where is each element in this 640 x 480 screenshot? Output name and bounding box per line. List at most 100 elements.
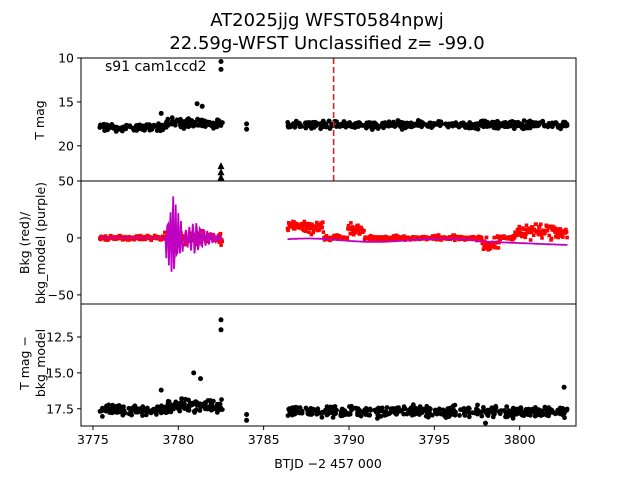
data-point [325,411,331,417]
bkg-point [515,227,520,232]
data-point [444,122,450,128]
data-point [451,122,457,128]
data-point [185,117,190,122]
data-point [498,121,503,126]
data-point [199,103,205,109]
upper-limit-marker [217,173,225,181]
data-point [490,123,496,128]
x-axis-label: BTJD −2 457 000 [274,456,382,471]
data-point [564,406,570,412]
data-point [381,125,386,131]
panel-top: 10 15 20 [58,51,577,182]
data-point [292,405,298,410]
bkg-point [561,235,565,239]
panel-frame [80,303,577,427]
y-tick-label: 10 [58,51,74,66]
data-point [180,122,186,127]
data-point [338,121,344,127]
data-point [165,401,171,407]
data-point [207,119,213,125]
data-point [550,122,556,128]
plot-area [98,196,569,272]
data-point [363,412,368,417]
data-point [527,407,533,413]
sector-annotation: s91 cam1ccd2 [105,59,207,75]
bkg-point [358,232,362,236]
data-point [355,406,361,411]
data-point [132,127,138,132]
data-point [307,120,312,125]
data-point [512,410,517,416]
data-point [489,410,495,415]
bkg-point [292,220,296,224]
bkg-point [539,222,543,227]
data-point [202,404,208,410]
data-point [543,406,549,412]
data-point [398,124,403,129]
bkg-point [161,234,165,239]
data-point [518,406,524,412]
middle-y-axis-label-line1: Bkg (red)/ [17,211,32,274]
bkg-point [163,230,167,235]
bkg-point [304,229,308,233]
data-point [507,121,512,127]
bkg-point [356,228,361,232]
bkg-point [540,236,544,240]
bkg-point [524,223,529,228]
data-point [140,404,146,410]
data-point [462,413,468,418]
bkg-point [538,229,542,233]
bkg-point [436,233,441,237]
data-point [195,116,200,122]
bkg-point [531,233,536,237]
data-point [285,120,291,125]
data-point [496,409,502,415]
data-point [474,410,480,415]
bkg-point [558,227,563,232]
bkg-point [181,235,185,239]
data-point [146,122,152,127]
data-point [425,123,430,129]
bkg-point [513,230,517,234]
data-point [303,120,308,126]
bkg-point [309,226,313,231]
data-point [418,119,424,125]
bkg-point [149,238,153,242]
bkg-point [309,232,314,237]
bkg-point [522,227,526,232]
x-tick-label: 3785 [248,432,280,447]
data-point [387,410,393,416]
bkg-point [315,220,319,225]
data-point [244,412,250,417]
data-point [178,116,183,122]
bkg-point [321,230,326,234]
data-point [483,410,489,415]
data-point [121,404,126,410]
bkg-point [218,231,223,236]
y-tick-label: 15.0 [46,365,74,380]
bkg-point [307,230,311,234]
bkg-point [321,220,325,224]
data-point [324,404,330,410]
bkg-point [433,233,437,238]
data-point [430,412,435,418]
bkg-point [324,234,329,238]
bkg-point [482,243,486,248]
bkg-point [480,241,485,246]
bkg-point [519,234,524,239]
data-point [355,412,360,418]
bkg-point [539,232,544,237]
data-point [380,120,385,126]
y-tick-label: 15 [58,94,74,109]
bkg-point [554,235,558,239]
data-point [410,123,416,128]
bkg-point [307,222,312,226]
data-point [466,414,472,420]
bkg-point [529,230,534,234]
data-point [364,123,370,129]
bkg-point [537,224,542,229]
bkg-point [515,232,519,236]
data-point [160,406,166,412]
data-point [308,412,314,417]
